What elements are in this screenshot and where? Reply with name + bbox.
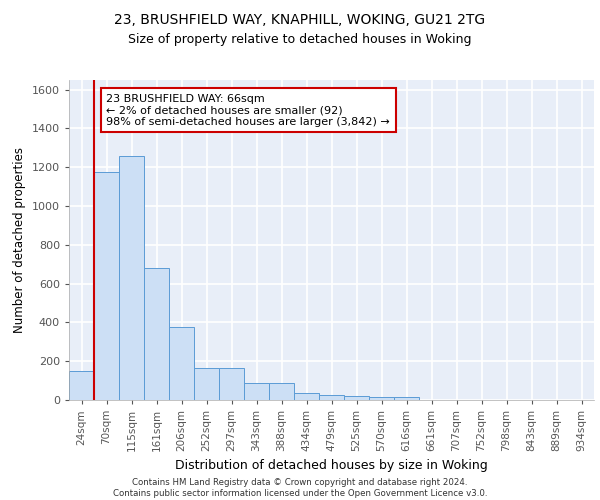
Text: Size of property relative to detached houses in Woking: Size of property relative to detached ho…	[128, 32, 472, 46]
Y-axis label: Number of detached properties: Number of detached properties	[13, 147, 26, 333]
Bar	[144, 268, 169, 400]
Bar	[394, 397, 419, 400]
Bar	[219, 368, 244, 400]
Bar	[69, 371, 94, 400]
Bar	[119, 156, 144, 400]
Bar	[194, 368, 219, 400]
Bar	[294, 393, 319, 400]
X-axis label: Distribution of detached houses by size in Woking: Distribution of detached houses by size …	[175, 460, 488, 472]
Text: Contains HM Land Registry data © Crown copyright and database right 2024.
Contai: Contains HM Land Registry data © Crown c…	[113, 478, 487, 498]
Bar	[169, 328, 194, 400]
Bar	[319, 395, 344, 400]
Text: 23 BRUSHFIELD WAY: 66sqm
← 2% of detached houses are smaller (92)
98% of semi-de: 23 BRUSHFIELD WAY: 66sqm ← 2% of detache…	[107, 94, 390, 127]
Text: 23, BRUSHFIELD WAY, KNAPHILL, WOKING, GU21 2TG: 23, BRUSHFIELD WAY, KNAPHILL, WOKING, GU…	[115, 12, 485, 26]
Bar	[269, 382, 294, 400]
Bar	[94, 172, 119, 400]
Bar	[244, 382, 269, 400]
Bar	[369, 397, 394, 400]
Bar	[344, 396, 369, 400]
